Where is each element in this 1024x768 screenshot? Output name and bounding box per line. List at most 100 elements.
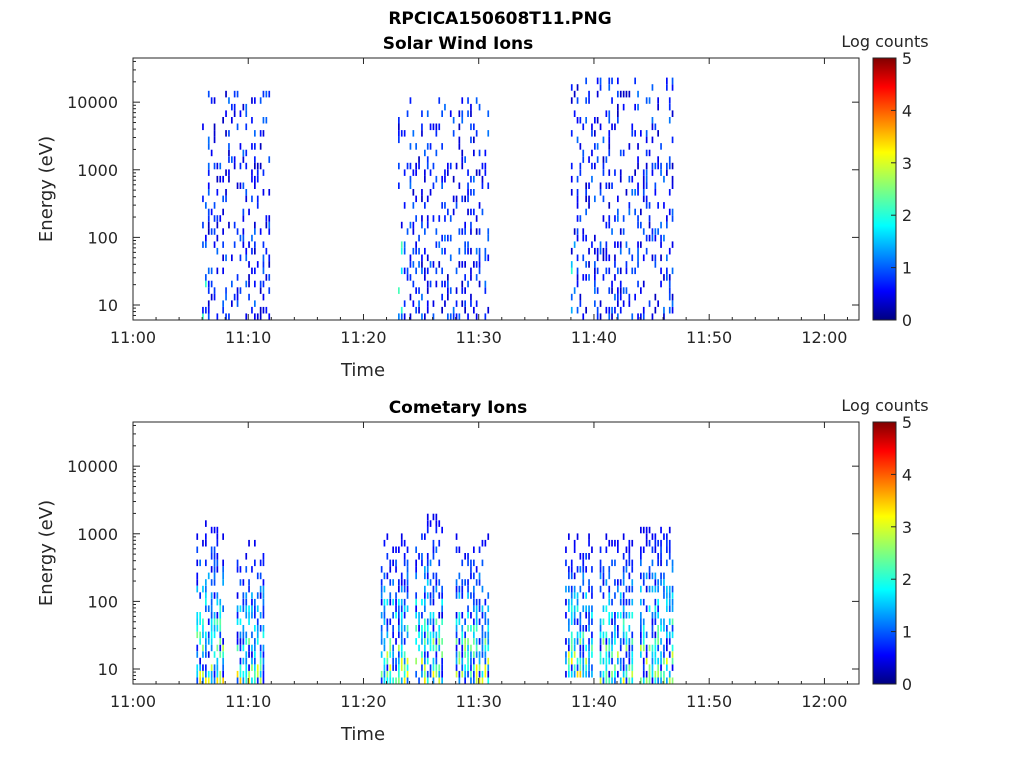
heatmap-cell — [259, 657, 262, 665]
heatmap-cell — [205, 644, 207, 652]
heatmap-cell — [608, 313, 611, 320]
heatmap-cell — [608, 202, 611, 209]
heatmap-cell — [441, 280, 443, 288]
heatmap-cell — [582, 234, 585, 242]
heatmap-cell — [236, 644, 239, 652]
heatmap-cell — [380, 612, 383, 619]
heatmap-cell — [213, 618, 216, 625]
heatmap-cell — [233, 162, 236, 170]
heatmap-cell — [205, 631, 207, 639]
heatmap-cell — [210, 97, 213, 104]
heatmap-cell — [470, 592, 472, 599]
heatmap-cell — [202, 221, 204, 229]
heatmap-cell — [222, 638, 224, 645]
heatmap-cell — [259, 130, 262, 137]
heatmap-cell — [458, 143, 461, 150]
heatmap-cell — [207, 287, 210, 294]
heatmap-cell — [628, 625, 631, 632]
heatmap-cell — [481, 625, 484, 632]
heatmap-cell — [406, 657, 409, 665]
heatmap-cell — [484, 149, 487, 157]
heatmap-cell — [608, 267, 611, 275]
heatmap-cell — [400, 267, 403, 275]
heatmap-cell — [645, 572, 648, 580]
heatmap-cell — [432, 644, 435, 652]
heatmap-cell — [568, 585, 570, 593]
heatmap-cell — [418, 306, 420, 314]
heatmap-cell — [619, 579, 622, 586]
heatmap-cell — [611, 651, 613, 658]
heatmap-cell — [671, 175, 674, 183]
heatmap-cell — [475, 215, 478, 222]
heatmap-cell — [259, 592, 262, 599]
x-tick-label: 11:30 — [456, 692, 502, 711]
heatmap-cell — [467, 208, 469, 216]
heatmap-cell — [576, 670, 579, 678]
heatmap-cell — [418, 247, 420, 255]
heatmap-cell — [668, 585, 671, 593]
x-tick-label: 11:00 — [110, 692, 156, 711]
heatmap-cell — [637, 156, 639, 163]
heatmap-cell — [467, 651, 469, 658]
heatmap-cell — [380, 585, 383, 593]
heatmap-cell — [455, 195, 458, 203]
heatmap-cell — [262, 280, 265, 288]
heatmap-cell — [403, 202, 406, 209]
heatmap-cell — [654, 618, 657, 625]
heatmap-cell — [400, 677, 403, 684]
heatmap-cell — [251, 657, 253, 665]
heatmap-cell — [406, 572, 409, 580]
heatmap-cell — [418, 234, 420, 242]
heatmap-cell — [426, 215, 429, 222]
heatmap-cell — [438, 579, 441, 586]
heatmap-cell — [222, 559, 224, 567]
heatmap-cell — [424, 644, 426, 652]
heatmap-cell — [236, 618, 239, 625]
x-tick-label: 11:50 — [686, 692, 732, 711]
heatmap-cell — [222, 579, 224, 586]
heatmap-cell — [599, 313, 602, 320]
heatmap-cell — [239, 618, 242, 625]
heatmap-cell — [262, 306, 265, 314]
heatmap-cell — [565, 598, 567, 606]
heatmap-cell — [398, 287, 400, 294]
heatmap-cell — [631, 612, 634, 619]
heatmap-cell — [449, 110, 452, 117]
heatmap-cell — [389, 644, 392, 652]
heatmap-cell — [611, 631, 613, 639]
heatmap-cell — [671, 631, 674, 639]
heatmap-cell — [588, 644, 590, 652]
heatmap-cell — [441, 605, 443, 612]
heatmap-cell — [202, 631, 204, 639]
heatmap-cell — [576, 117, 579, 124]
heatmap-cell — [660, 221, 662, 229]
heatmap-cell — [666, 559, 668, 567]
heatmap-cell — [671, 618, 674, 625]
heatmap-cell — [418, 300, 420, 307]
heatmap-cell — [400, 572, 403, 580]
heatmap-cell — [418, 631, 420, 639]
heatmap-cell — [591, 241, 593, 248]
heatmap-cell — [576, 175, 579, 183]
heatmap-cell — [602, 566, 605, 573]
heatmap-cell — [576, 566, 579, 573]
heatmap-cell — [398, 123, 400, 131]
heatmap-cell — [625, 631, 628, 639]
heatmap-cell — [651, 625, 654, 632]
heatmap-cell — [219, 644, 222, 652]
heatmap-cell — [406, 110, 409, 117]
colorbar-tick-label: 5 — [902, 49, 912, 68]
heatmap-cell — [579, 215, 582, 222]
heatmap-cell — [207, 228, 210, 235]
heatmap-cell — [403, 657, 406, 665]
heatmap-cell — [654, 670, 657, 678]
heatmap-cell — [259, 559, 262, 567]
heatmap-cell — [591, 605, 593, 612]
heatmap-cell — [608, 130, 611, 137]
heatmap-cell — [251, 598, 253, 606]
heatmap-cell — [668, 618, 671, 625]
heatmap-cell — [487, 234, 490, 242]
heatmap-cell — [242, 605, 245, 612]
heatmap-cell — [642, 657, 645, 665]
heatmap-cell — [205, 306, 207, 314]
